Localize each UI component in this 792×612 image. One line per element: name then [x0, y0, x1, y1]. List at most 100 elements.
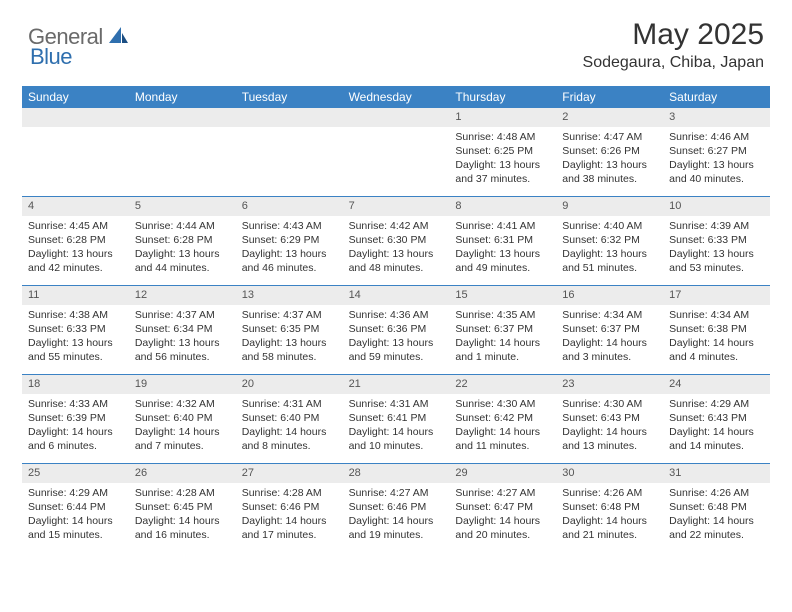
calendar-day: 10Sunrise: 4:39 AMSunset: 6:33 PMDayligh…	[663, 197, 770, 285]
location-text: Sodegaura, Chiba, Japan	[583, 54, 764, 72]
day-details: Sunrise: 4:39 AMSunset: 6:33 PMDaylight:…	[663, 216, 770, 280]
daylight-line: Daylight: 14 hours and 10 minutes.	[349, 425, 444, 453]
sunset-line: Sunset: 6:43 PM	[669, 411, 764, 425]
sunset-line: Sunset: 6:25 PM	[455, 144, 550, 158]
sunset-line: Sunset: 6:41 PM	[349, 411, 444, 425]
sunset-line: Sunset: 6:33 PM	[28, 322, 123, 336]
day-details: Sunrise: 4:46 AMSunset: 6:27 PMDaylight:…	[663, 127, 770, 191]
day-number: 7	[343, 197, 450, 216]
day-number: 12	[129, 286, 236, 305]
daylight-line: Daylight: 14 hours and 3 minutes.	[562, 336, 657, 364]
daylight-line: Daylight: 14 hours and 21 minutes.	[562, 514, 657, 542]
day-details: Sunrise: 4:36 AMSunset: 6:36 PMDaylight:…	[343, 305, 450, 369]
daylight-line: Daylight: 13 hours and 44 minutes.	[135, 247, 230, 275]
calendar-day: 20Sunrise: 4:31 AMSunset: 6:40 PMDayligh…	[236, 375, 343, 463]
sunrise-line: Sunrise: 4:36 AM	[349, 308, 444, 322]
daylight-line: Daylight: 13 hours and 58 minutes.	[242, 336, 337, 364]
daylight-line: Daylight: 13 hours and 38 minutes.	[562, 158, 657, 186]
calendar-day: 17Sunrise: 4:34 AMSunset: 6:38 PMDayligh…	[663, 286, 770, 374]
sunset-line: Sunset: 6:39 PM	[28, 411, 123, 425]
day-details: Sunrise: 4:26 AMSunset: 6:48 PMDaylight:…	[556, 483, 663, 547]
calendar-day-empty: .	[236, 108, 343, 196]
sunrise-line: Sunrise: 4:29 AM	[669, 397, 764, 411]
daylight-line: Daylight: 14 hours and 20 minutes.	[455, 514, 550, 542]
sunrise-line: Sunrise: 4:29 AM	[28, 486, 123, 500]
day-number: 28	[343, 464, 450, 483]
day-details: Sunrise: 4:30 AMSunset: 6:42 PMDaylight:…	[449, 394, 556, 458]
day-details: Sunrise: 4:41 AMSunset: 6:31 PMDaylight:…	[449, 216, 556, 280]
calendar-day: 5Sunrise: 4:44 AMSunset: 6:28 PMDaylight…	[129, 197, 236, 285]
weekday-header: Friday	[556, 86, 663, 108]
sunset-line: Sunset: 6:28 PM	[28, 233, 123, 247]
sunrise-line: Sunrise: 4:37 AM	[135, 308, 230, 322]
calendar-day: 24Sunrise: 4:29 AMSunset: 6:43 PMDayligh…	[663, 375, 770, 463]
daylight-line: Daylight: 13 hours and 51 minutes.	[562, 247, 657, 275]
day-number: 14	[343, 286, 450, 305]
sunset-line: Sunset: 6:32 PM	[562, 233, 657, 247]
day-number: 29	[449, 464, 556, 483]
daylight-line: Daylight: 14 hours and 22 minutes.	[669, 514, 764, 542]
day-details: Sunrise: 4:29 AMSunset: 6:44 PMDaylight:…	[22, 483, 129, 547]
day-details: Sunrise: 4:38 AMSunset: 6:33 PMDaylight:…	[22, 305, 129, 369]
calendar-week: 25Sunrise: 4:29 AMSunset: 6:44 PMDayligh…	[22, 463, 770, 552]
daylight-line: Daylight: 14 hours and 19 minutes.	[349, 514, 444, 542]
sunset-line: Sunset: 6:37 PM	[562, 322, 657, 336]
day-number: 22	[449, 375, 556, 394]
day-details: Sunrise: 4:48 AMSunset: 6:25 PMDaylight:…	[449, 127, 556, 191]
calendar-day-empty: .	[22, 108, 129, 196]
sunrise-line: Sunrise: 4:37 AM	[242, 308, 337, 322]
daylight-line: Daylight: 13 hours and 40 minutes.	[669, 158, 764, 186]
sunrise-line: Sunrise: 4:32 AM	[135, 397, 230, 411]
sunrise-line: Sunrise: 4:42 AM	[349, 219, 444, 233]
day-details: Sunrise: 4:32 AMSunset: 6:40 PMDaylight:…	[129, 394, 236, 458]
daylight-line: Daylight: 13 hours and 46 minutes.	[242, 247, 337, 275]
daylight-line: Daylight: 14 hours and 11 minutes.	[455, 425, 550, 453]
day-details: Sunrise: 4:37 AMSunset: 6:34 PMDaylight:…	[129, 305, 236, 369]
calendar-day: 6Sunrise: 4:43 AMSunset: 6:29 PMDaylight…	[236, 197, 343, 285]
calendar-day: 15Sunrise: 4:35 AMSunset: 6:37 PMDayligh…	[449, 286, 556, 374]
calendar-day: 12Sunrise: 4:37 AMSunset: 6:34 PMDayligh…	[129, 286, 236, 374]
calendar-day: 22Sunrise: 4:30 AMSunset: 6:42 PMDayligh…	[449, 375, 556, 463]
calendar-day: 25Sunrise: 4:29 AMSunset: 6:44 PMDayligh…	[22, 464, 129, 552]
daylight-line: Daylight: 13 hours and 56 minutes.	[135, 336, 230, 364]
title-block: May 2025 Sodegaura, Chiba, Japan	[583, 18, 764, 72]
sunset-line: Sunset: 6:48 PM	[562, 500, 657, 514]
day-details: Sunrise: 4:34 AMSunset: 6:38 PMDaylight:…	[663, 305, 770, 369]
sunset-line: Sunset: 6:38 PM	[669, 322, 764, 336]
day-number: 13	[236, 286, 343, 305]
day-number: 6	[236, 197, 343, 216]
day-details: Sunrise: 4:31 AMSunset: 6:41 PMDaylight:…	[343, 394, 450, 458]
sunrise-line: Sunrise: 4:47 AM	[562, 130, 657, 144]
calendar-day: 1Sunrise: 4:48 AMSunset: 6:25 PMDaylight…	[449, 108, 556, 196]
day-number: .	[343, 108, 450, 127]
day-details: Sunrise: 4:35 AMSunset: 6:37 PMDaylight:…	[449, 305, 556, 369]
day-details: Sunrise: 4:27 AMSunset: 6:47 PMDaylight:…	[449, 483, 556, 547]
month-title: May 2025	[583, 18, 764, 52]
daylight-line: Daylight: 13 hours and 42 minutes.	[28, 247, 123, 275]
weekday-header: Sunday	[22, 86, 129, 108]
day-number: 30	[556, 464, 663, 483]
day-number: 2	[556, 108, 663, 127]
day-details: Sunrise: 4:27 AMSunset: 6:46 PMDaylight:…	[343, 483, 450, 547]
daylight-line: Daylight: 13 hours and 53 minutes.	[669, 247, 764, 275]
sunrise-line: Sunrise: 4:41 AM	[455, 219, 550, 233]
sunrise-line: Sunrise: 4:28 AM	[135, 486, 230, 500]
sunset-line: Sunset: 6:26 PM	[562, 144, 657, 158]
calendar-day-empty: .	[129, 108, 236, 196]
day-details: Sunrise: 4:45 AMSunset: 6:28 PMDaylight:…	[22, 216, 129, 280]
sunrise-line: Sunrise: 4:33 AM	[28, 397, 123, 411]
day-details: Sunrise: 4:30 AMSunset: 6:43 PMDaylight:…	[556, 394, 663, 458]
day-number: 9	[556, 197, 663, 216]
daylight-line: Daylight: 14 hours and 8 minutes.	[242, 425, 337, 453]
sunrise-line: Sunrise: 4:27 AM	[349, 486, 444, 500]
day-number: 16	[556, 286, 663, 305]
sunrise-line: Sunrise: 4:30 AM	[562, 397, 657, 411]
day-number: 4	[22, 197, 129, 216]
sunrise-line: Sunrise: 4:38 AM	[28, 308, 123, 322]
daylight-line: Daylight: 13 hours and 37 minutes.	[455, 158, 550, 186]
sunrise-line: Sunrise: 4:48 AM	[455, 130, 550, 144]
sunrise-line: Sunrise: 4:44 AM	[135, 219, 230, 233]
day-number: .	[236, 108, 343, 127]
logo-text-blue-wrap: Blue	[30, 44, 72, 70]
daylight-line: Daylight: 13 hours and 49 minutes.	[455, 247, 550, 275]
